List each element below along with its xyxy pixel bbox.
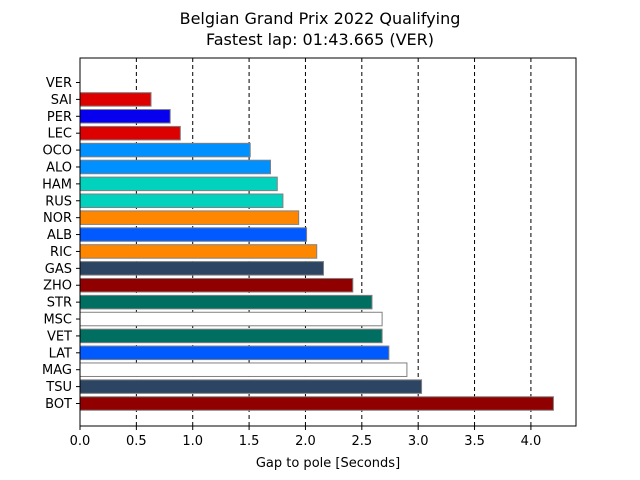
x-axis: 0.0 0.5 1.0 1.5 2.0 2.5 3.0 3.5 4.0 [70,426,542,449]
x-tick-label: 1.5 [239,434,260,449]
bar-msc [79,311,383,327]
y-tick-label-tsu: TSU [45,380,72,395]
y-tick-label-ham: HAM [42,177,72,192]
y-tick-label-alb: ALB [47,228,72,243]
y-tick-label-zho: ZHO [43,279,72,294]
y-tick-label-per: PER [47,110,72,125]
bar-nor [79,210,300,225]
bar-per [79,109,171,124]
y-tick-label-mag: MAG [42,363,72,378]
chart-subtitle: Fastest lap: 01:43.665 (VER) [206,30,434,49]
grid-lines [135,58,532,426]
x-tick-label: 4.0 [521,434,542,449]
y-tick-label-ver: VER [46,76,72,91]
bar-sai [79,92,152,107]
bar-gas [79,261,324,276]
y-tick-label-lat: LAT [49,346,72,361]
bar-ric [79,244,318,259]
y-tick-label-ric: RIC [50,245,72,260]
y-tick-label-gas: GAS [45,262,72,277]
bar-rus [79,193,284,209]
y-tick-label-alo: ALO [46,160,72,175]
y-tick-label-lec: LEC [47,127,72,142]
bar-alb [79,227,308,242]
bars [79,92,554,411]
y-tick-label-sai: SAI [51,93,72,108]
y-tick-label-rus: RUS [45,194,72,209]
bar-tsu [79,379,423,394]
chart-title: Belgian Grand Prix 2022 Qualifying [180,9,461,28]
y-tick-label-oco: OCO [42,144,72,159]
bar-zho [79,277,354,293]
x-tick-label: 1.0 [182,434,203,449]
y-tick-label-bot: BOT [45,397,72,412]
bar-lec [79,125,181,141]
y-tick-label-nor: NOR [43,211,72,226]
x-tick-label: 3.0 [408,434,429,449]
x-tick-label: 2.0 [295,434,316,449]
bar-lat [79,345,390,361]
x-tick-label: 0.5 [126,434,147,449]
bar-ham [79,176,278,192]
x-tick-label: 0.0 [70,434,91,449]
x-axis-label: Gap to pole [Seconds] [256,456,400,471]
x-tick-label: 2.5 [351,434,372,449]
bar-mag [79,362,408,377]
bar-alo [79,159,272,175]
bar-vet [79,328,383,344]
y-tick-label-str: STR [47,296,72,311]
bar-oco [79,142,251,158]
bar-bot [79,396,554,411]
y-tick-label-vet: VET [47,329,72,344]
y-tick-label-msc: MSC [43,313,72,328]
bar-str [79,294,373,310]
x-tick-label: 3.5 [464,434,485,449]
plot-frame [79,57,577,427]
